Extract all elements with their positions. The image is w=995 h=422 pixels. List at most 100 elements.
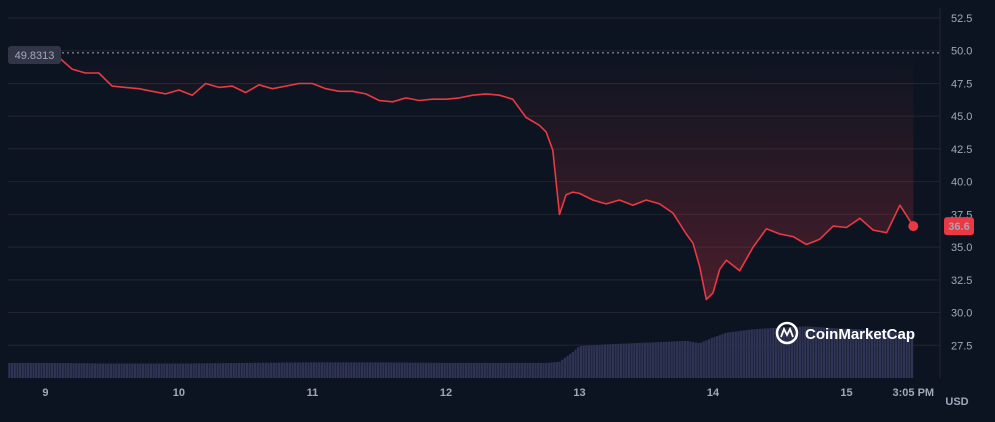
coinmarketcap-logo-icon xyxy=(775,321,799,345)
volume-bar xyxy=(814,326,818,378)
volume-bar xyxy=(740,330,743,378)
volume-bar xyxy=(246,362,249,378)
volume-bar xyxy=(499,362,502,378)
volume-bar xyxy=(80,363,83,378)
volume-bar xyxy=(342,362,345,378)
volume-bar xyxy=(91,363,94,378)
volume-bar xyxy=(561,359,564,378)
volume-bar xyxy=(464,362,468,378)
volume-bar xyxy=(131,363,134,378)
volume-bar xyxy=(862,329,866,378)
volume-bar xyxy=(339,362,342,378)
volume-bar xyxy=(107,363,110,378)
volume-bar xyxy=(790,327,793,378)
volume-bar xyxy=(577,347,580,378)
volume-bar xyxy=(513,362,516,378)
volume-bar xyxy=(478,362,481,378)
volume-bar xyxy=(598,344,601,378)
volume-bar xyxy=(609,344,612,378)
volume-bar xyxy=(590,345,593,378)
volume-bar xyxy=(299,362,302,378)
y-tick-label: 32.5 xyxy=(951,275,972,287)
volume-bar xyxy=(761,328,764,378)
volume-bar xyxy=(350,362,353,378)
volume-bar xyxy=(497,362,500,378)
volume-bar xyxy=(630,343,633,378)
volume-bar xyxy=(563,357,566,378)
volume-bar xyxy=(382,362,385,378)
volume-bar xyxy=(40,362,43,378)
y-tick-label: 42.5 xyxy=(951,144,972,156)
volume-bar xyxy=(796,326,799,378)
volume-bar xyxy=(123,363,126,378)
volume-bar xyxy=(884,331,887,378)
volume-bar xyxy=(699,342,703,378)
volume-bar xyxy=(908,333,911,378)
volume-bar xyxy=(742,330,745,378)
x-tick-label: 14 xyxy=(707,387,720,399)
volume-bar xyxy=(176,363,179,378)
volume-bar xyxy=(296,362,299,378)
volume-bar xyxy=(456,362,460,378)
volume-bar xyxy=(195,363,198,378)
volume-bar xyxy=(360,362,364,378)
currency-unit-label: USD xyxy=(945,396,968,408)
volume-bar xyxy=(777,327,780,378)
volume-bar xyxy=(868,330,871,378)
volume-bar xyxy=(844,328,847,378)
volume-bar xyxy=(406,362,409,378)
volume-bar xyxy=(451,362,454,378)
y-tick-label: 30.0 xyxy=(951,308,972,320)
volume-bar xyxy=(726,332,729,378)
volume-bar xyxy=(582,345,585,378)
volume-bar xyxy=(310,362,313,378)
y-tick-label: 35.0 xyxy=(951,242,972,254)
volume-bar xyxy=(657,342,660,378)
volume-bar xyxy=(83,363,86,378)
volume-bar xyxy=(443,362,446,378)
volume-bar xyxy=(112,363,115,378)
volume-bar xyxy=(822,327,826,378)
y-tick-label: 45.0 xyxy=(951,111,972,123)
volume-bar xyxy=(376,362,380,378)
volume-bar xyxy=(537,362,540,378)
volume-bar xyxy=(294,362,297,378)
volume-bar xyxy=(387,362,390,378)
volume-bar xyxy=(419,362,422,378)
volume-bar xyxy=(165,363,169,378)
x-tick-label: 15 xyxy=(840,387,852,399)
volume-bar xyxy=(902,333,906,378)
volume-bar xyxy=(13,362,16,378)
volume-bar xyxy=(334,362,337,378)
volume-bar xyxy=(72,363,75,378)
volume-bar xyxy=(670,341,673,378)
volume-bar xyxy=(304,362,307,378)
volume-bar xyxy=(606,344,609,378)
volume-bar xyxy=(494,362,497,378)
volume-bar xyxy=(625,343,628,378)
volume-bar xyxy=(764,328,767,378)
volume-bar xyxy=(248,362,251,378)
volume-bar xyxy=(860,329,863,378)
volume-bar xyxy=(555,361,558,378)
volume-bar xyxy=(694,342,697,378)
volume-bar xyxy=(539,362,542,378)
volume-bar xyxy=(237,362,241,378)
volume-bar xyxy=(547,362,550,378)
volume-bar xyxy=(654,342,657,378)
volume-bar xyxy=(542,362,545,378)
volume-bar xyxy=(221,363,225,378)
volume-bar xyxy=(216,363,219,378)
volume-bar xyxy=(475,362,478,378)
volume-bar xyxy=(286,362,289,378)
volume-bar xyxy=(841,328,844,378)
volume-bar xyxy=(229,363,233,378)
volume-bar xyxy=(772,327,775,378)
volume-bar xyxy=(64,363,67,378)
volume-bar xyxy=(812,326,815,378)
volume-bar xyxy=(200,363,203,378)
volume-bar xyxy=(283,362,286,378)
volume-bar xyxy=(264,362,267,378)
volume-bar xyxy=(737,331,740,378)
volume-bar xyxy=(470,362,473,378)
